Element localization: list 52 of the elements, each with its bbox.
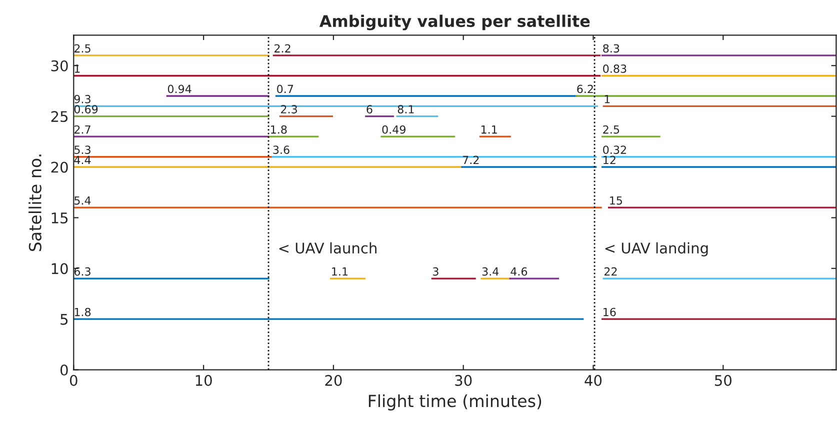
annotation: 8.1 [398, 105, 414, 114]
annotation: 0.94 [168, 84, 192, 94]
chart-title: Ambiguity values per satellite [319, 14, 590, 30]
y-tick-label: 20 [51, 162, 68, 173]
annotation: 1.1 [481, 125, 497, 134]
annotation: 5.4 [74, 196, 91, 205]
annotation: 2.2 [274, 44, 290, 52]
x-tick-label: 10 [196, 374, 212, 386]
y-axis-title: Satellite no. [28, 154, 42, 252]
y-tick-label: 15 [52, 212, 68, 224]
annotation: 16 [604, 308, 616, 316]
annotation: 0.49 [382, 125, 406, 134]
annotation: 0.69 [74, 105, 98, 114]
annotation: 7.2 [462, 156, 479, 164]
y-tick-label: 0 [60, 364, 68, 376]
annotation: 6.3 [74, 267, 90, 276]
annotation: 0.32 [603, 146, 626, 154]
ref-line-label: < UAV landing [605, 242, 708, 256]
x-tick-label: 40 [584, 374, 602, 386]
annotation: 12 [604, 156, 616, 164]
annotation: 6 [366, 105, 372, 114]
annotation: 2.5 [603, 125, 620, 134]
annotation: 4.6 [510, 267, 528, 276]
x-tick-label: 50 [715, 374, 732, 386]
annotation: 3.6 [273, 146, 290, 154]
annotation: 2.7 [74, 125, 90, 134]
y-tick-label: 30 [51, 60, 68, 72]
ref-line-label: < UAV launch [279, 242, 376, 254]
annotation: 2.5 [74, 44, 90, 53]
annotation: 8.3 [603, 44, 620, 53]
annotation: 1 [604, 95, 610, 104]
x-tick-label: 0 [70, 374, 78, 386]
annotation: 4.4 [74, 156, 91, 164]
annotation: 1.8 [74, 308, 91, 316]
annotation: 9.3 [74, 94, 90, 104]
x-axis-title: Flight time (minutes) [368, 394, 542, 410]
x-tick-label: 20 [325, 374, 342, 386]
x-tick-label: 30 [455, 374, 472, 386]
annotation: 0.83 [603, 64, 626, 73]
annotation: 5.3 [74, 146, 90, 154]
annotation: 0.7 [277, 84, 294, 94]
annotation: 1.1 [332, 267, 348, 276]
annotation: 15 [610, 196, 622, 205]
annotation: 6.2 [577, 84, 593, 94]
annotation: 1.8 [271, 125, 287, 134]
y-tick-label: 10 [52, 263, 68, 274]
annotation: 3.4 [482, 267, 499, 276]
annotation: 22 [604, 267, 617, 276]
y-tick-label: 5 [60, 314, 68, 325]
y-tick-label: 25 [51, 111, 68, 122]
annotation: 2.3 [281, 105, 297, 114]
annotation: 3 [433, 267, 438, 276]
